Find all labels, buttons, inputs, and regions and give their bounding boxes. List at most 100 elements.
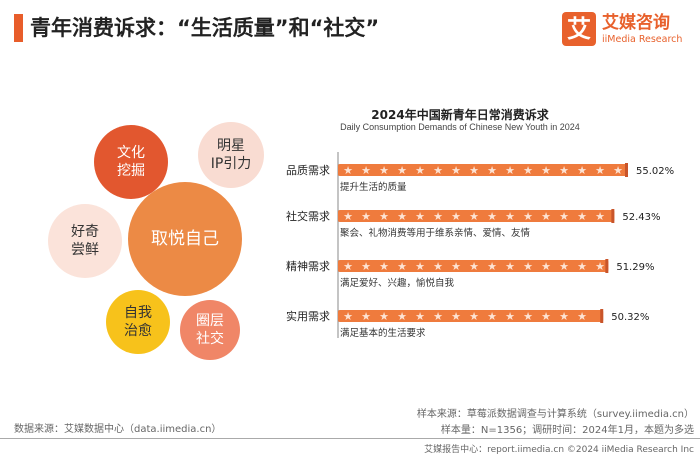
bar-star-icon: ★	[451, 164, 461, 177]
bar-star-icon: ★	[415, 164, 425, 177]
bubble-please-self: 取悦自己	[128, 182, 242, 296]
value-label: 50.32%	[611, 312, 649, 323]
bar-star-icon: ★	[343, 310, 353, 323]
bar-star-icon: ★	[595, 260, 605, 273]
bar-star-icon: ★	[541, 164, 551, 177]
value-label: 51.29%	[616, 262, 654, 273]
bar-star-icon: ★	[469, 164, 479, 177]
bar-star-icon: ★	[397, 164, 407, 177]
footer-divider	[0, 438, 700, 439]
bar-star-icon: ★	[415, 260, 425, 273]
bar-star-icon: ★	[451, 260, 461, 273]
bar-star-icon: ★	[595, 164, 605, 177]
bar	[338, 310, 604, 322]
bubble-self-healing: 自我 治愈	[106, 290, 170, 354]
bar-star-icon: ★	[433, 310, 443, 323]
category-label: 实用需求	[286, 309, 330, 323]
bubble-culture: 文化 挖掘	[94, 125, 168, 199]
bar-star-icon: ★	[451, 310, 461, 323]
bar-star-icon: ★	[433, 164, 443, 177]
bar-star-icon: ★	[433, 260, 443, 273]
bar-star-icon: ★	[577, 260, 587, 273]
bar-star-icon: ★	[415, 210, 425, 223]
bar-star-icon: ★	[577, 210, 587, 223]
bar-star-icon: ★	[541, 210, 551, 223]
category-label: 精神需求	[286, 259, 330, 273]
bar-description: 聚会、礼物消费等用于维系亲情、爱情、友情	[340, 227, 531, 239]
bar-star-icon: ★	[379, 310, 389, 323]
bar-description: 满足基本的生活要求	[340, 327, 426, 339]
bar-star-icon: ★	[343, 164, 353, 177]
bubble-star-ip: 明星 IP引力	[198, 122, 264, 188]
bar-star-icon: ★	[595, 210, 605, 223]
bubble-curiosity: 好奇 尝鲜	[48, 204, 122, 278]
bar-star-icon: ★	[523, 164, 533, 177]
bar-star-icon: ★	[361, 260, 371, 273]
value-label: 55.02%	[636, 166, 674, 177]
logo-mark: 艾	[562, 12, 596, 46]
bar-description: 提升生活的质量	[340, 181, 407, 193]
bar-star-icon: ★	[379, 164, 389, 177]
bar-star-icon: ★	[505, 164, 515, 177]
bar-star-icon: ★	[379, 260, 389, 273]
title-accent-bar	[14, 14, 23, 42]
bar-star-icon: ★	[505, 210, 515, 223]
bar-star-icon: ★	[397, 310, 407, 323]
bar-star-icon: ★	[469, 210, 479, 223]
bar-star-icon: ★	[379, 210, 389, 223]
bar-star-icon: ★	[487, 210, 497, 223]
category-label: 社交需求	[286, 209, 330, 223]
bar-star-icon: ★	[523, 260, 533, 273]
bar-star-icon: ★	[361, 310, 371, 323]
bar-star-icon: ★	[415, 310, 425, 323]
logo-name-cn: 艾媒咨询	[602, 13, 670, 33]
sample-source: 样本来源：草莓派数据调查与计算系统（survey.iimedia.cn）	[416, 409, 694, 420]
bar-star-icon: ★	[541, 310, 551, 323]
bar	[338, 210, 615, 222]
bar-star-icon: ★	[559, 210, 569, 223]
bar-star-icon: ★	[577, 310, 587, 323]
bubble-circle-social: 圈层 社交	[180, 300, 240, 360]
value-label: 52.43%	[622, 212, 660, 223]
category-label: 品质需求	[286, 164, 330, 177]
bar-star-icon: ★	[505, 310, 515, 323]
bar-star-icon: ★	[559, 310, 569, 323]
bar-star-icon: ★	[361, 210, 371, 223]
bar-end-cap	[600, 309, 604, 323]
bar-end-cap	[611, 209, 615, 223]
bar-star-icon: ★	[541, 260, 551, 273]
bar	[338, 260, 609, 272]
bar-star-icon: ★	[343, 210, 353, 223]
bar-end-cap	[605, 259, 609, 273]
bar-star-icon: ★	[451, 210, 461, 223]
chart-subtitle: Daily Consumption Demands of Chinese New…	[340, 122, 580, 132]
bar-description: 满足爱好、兴趣，愉悦自我	[340, 277, 455, 289]
bar-star-icon: ★	[505, 260, 515, 273]
bar-star-icon: ★	[577, 164, 587, 177]
bar-star-icon: ★	[397, 210, 407, 223]
bar-star-icon: ★	[523, 210, 533, 223]
page-title: 青年消费诉求：“生活质量”和“社交”	[30, 16, 380, 40]
bar-end-cap	[625, 163, 628, 177]
bar-star-icon: ★	[361, 164, 371, 177]
bar	[338, 164, 628, 176]
data-source: 数据来源：艾媒数据中心（data.iimedia.cn）	[14, 424, 222, 435]
bar-star-icon: ★	[469, 310, 479, 323]
brand-logo: 艾 艾媒咨询 iiMedia Research	[562, 12, 692, 52]
copyright: 艾媒报告中心：report.iimedia.cn ©2024 iiMedia R…	[424, 445, 694, 455]
bar-star-icon: ★	[397, 260, 407, 273]
bar-star-icon: ★	[487, 164, 497, 177]
bar-star-icon: ★	[613, 164, 623, 177]
bar-star-icon: ★	[559, 164, 569, 177]
sample-info: 样本量：N=1356；调研时间：2024年1月，本题为多选	[440, 425, 694, 436]
bar-star-icon: ★	[469, 260, 479, 273]
bar-star-icon: ★	[343, 260, 353, 273]
logo-name-en: iiMedia Research	[602, 34, 683, 45]
bar-star-icon: ★	[487, 310, 497, 323]
chart-title: 2024年中国新青年日常消费诉求	[371, 108, 549, 122]
bar-star-icon: ★	[559, 260, 569, 273]
bar-star-icon: ★	[523, 310, 533, 323]
bar-star-icon: ★	[487, 260, 497, 273]
bar-star-icon: ★	[433, 210, 443, 223]
